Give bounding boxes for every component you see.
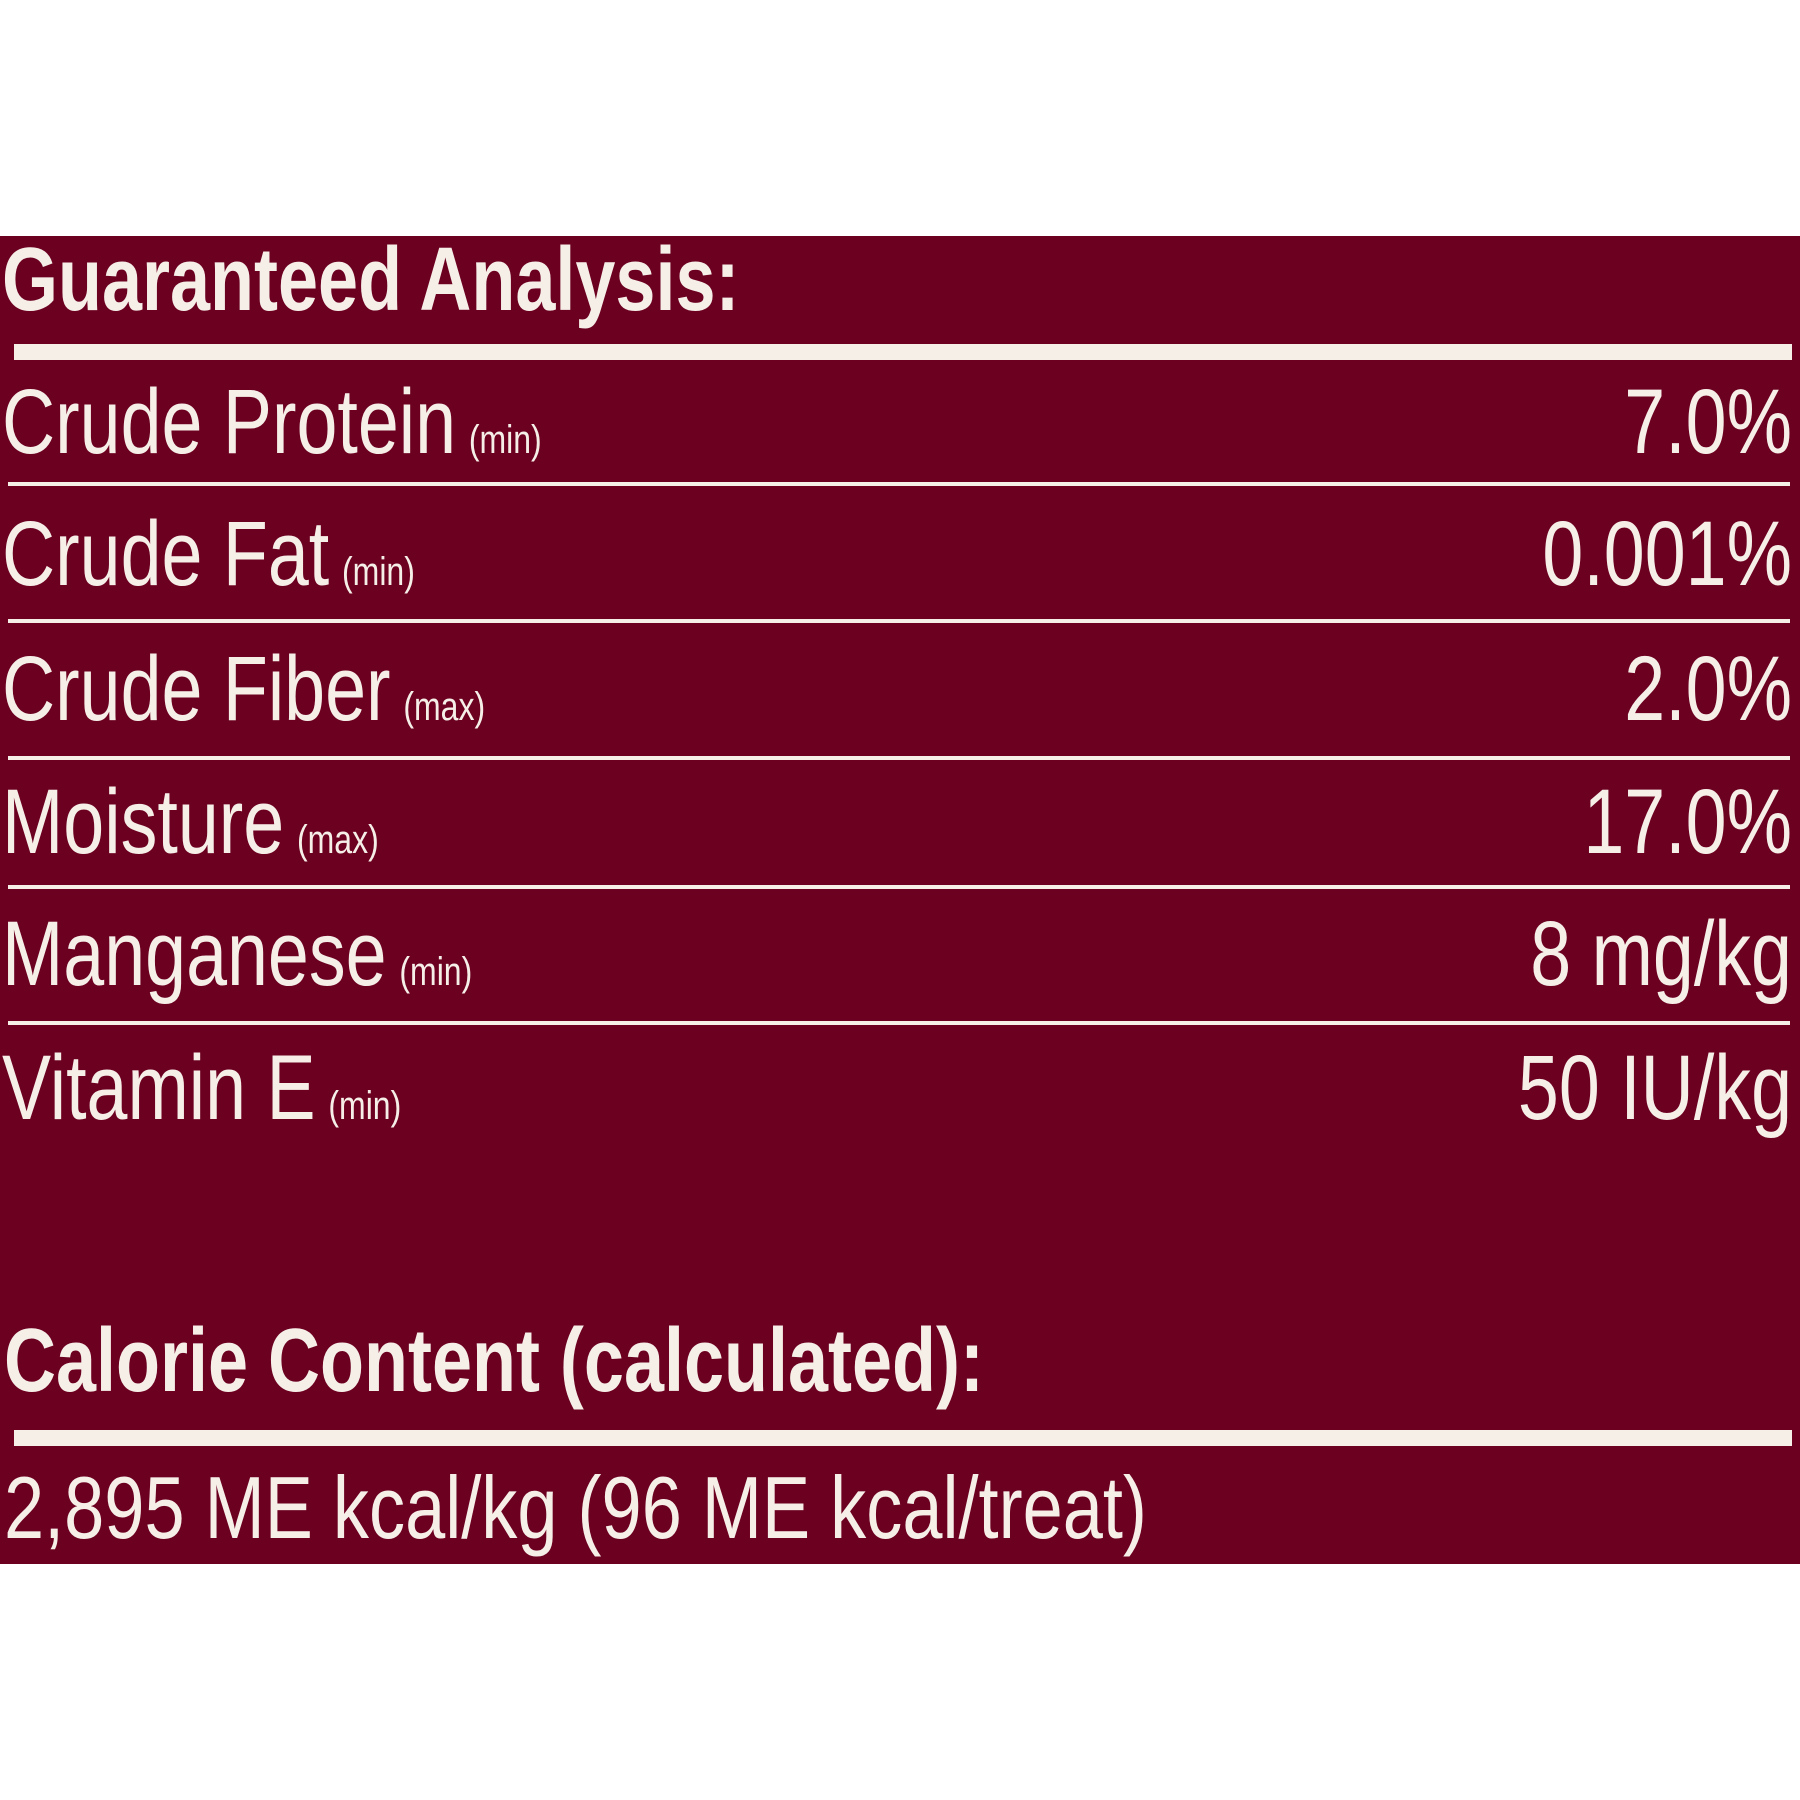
row-value: 2.0% (1624, 637, 1792, 740)
row-rule (8, 1021, 1790, 1025)
row-label-group: Manganese (min) (2, 902, 472, 1005)
row-value-group: 0.001% (1542, 502, 1792, 605)
nutrient-name: Vitamin E (2, 1036, 316, 1139)
row-value: 50 IU/kg (1518, 1036, 1792, 1139)
qualifier: (min) (469, 417, 542, 462)
row-rule (8, 756, 1790, 760)
calorie-text-group: 2,895 ME kcal/kg (96 ME kcal/treat) (4, 1459, 1147, 1557)
row-label: Moisture (max) (2, 770, 379, 873)
calorie-text: 2,895 ME kcal/kg (96 ME kcal/treat) (4, 1459, 1147, 1557)
qualifier: (max) (403, 684, 485, 729)
rows: Crude Protein (min) 7.0% Crude Fat (min) 0.00… (2, 370, 1792, 1139)
row-label: Crude Protein (min) (2, 370, 542, 473)
row-value: 8 mg/kg (1530, 902, 1792, 1005)
row-label-group: Crude Fat (min) (2, 502, 415, 605)
section-title: Calorie Content (calculated): (4, 1310, 984, 1410)
row-label: Vitamin E (min) (2, 1036, 401, 1139)
row-value-group: 7.0% (1624, 370, 1792, 473)
panel (0, 236, 1800, 1564)
row-label: Crude Fiber (max) (2, 637, 485, 740)
section-title: Guaranteed Analysis: (2, 229, 739, 329)
row-label-group: Crude Protein (min) (2, 370, 542, 473)
calorie-title-group: Calorie Content (calculated): (4, 1310, 984, 1410)
thick-rule (14, 344, 1792, 360)
row-value-group: 17.0% (1583, 770, 1792, 873)
qualifier: (max) (297, 817, 379, 862)
thick-rule (14, 1430, 1792, 1446)
row-label: Crude Fat (min) (2, 502, 415, 605)
qualifier: (min) (342, 549, 415, 594)
title-group: Guaranteed Analysis: (2, 229, 739, 329)
row-value-group: 50 IU/kg (1518, 1036, 1792, 1139)
nutrient-name: Crude Protein (2, 370, 456, 473)
row-value: 7.0% (1624, 370, 1792, 473)
row-rule (8, 885, 1790, 889)
qualifier: (min) (399, 949, 472, 994)
row-value-group: 8 mg/kg (1530, 902, 1792, 1005)
row-label-group: Vitamin E (min) (2, 1036, 401, 1139)
row-rule (8, 482, 1790, 486)
nutrient-name: Crude Fat (2, 502, 329, 605)
row-value-group: 2.0% (1624, 637, 1792, 740)
qualifier: (min) (328, 1083, 401, 1128)
row-label-group: Moisture (max) (2, 770, 379, 873)
nutrient-name: Manganese (2, 902, 387, 1005)
row-label-group: Crude Fiber (max) (2, 637, 485, 740)
nutrient-name: Moisture (2, 770, 284, 873)
nutrient-name: Crude Fiber (2, 637, 391, 740)
row-value: 0.001% (1542, 502, 1792, 605)
row-value: 17.0% (1583, 770, 1792, 873)
row-rule (8, 619, 1790, 623)
row-label: Manganese (min) (2, 902, 472, 1005)
